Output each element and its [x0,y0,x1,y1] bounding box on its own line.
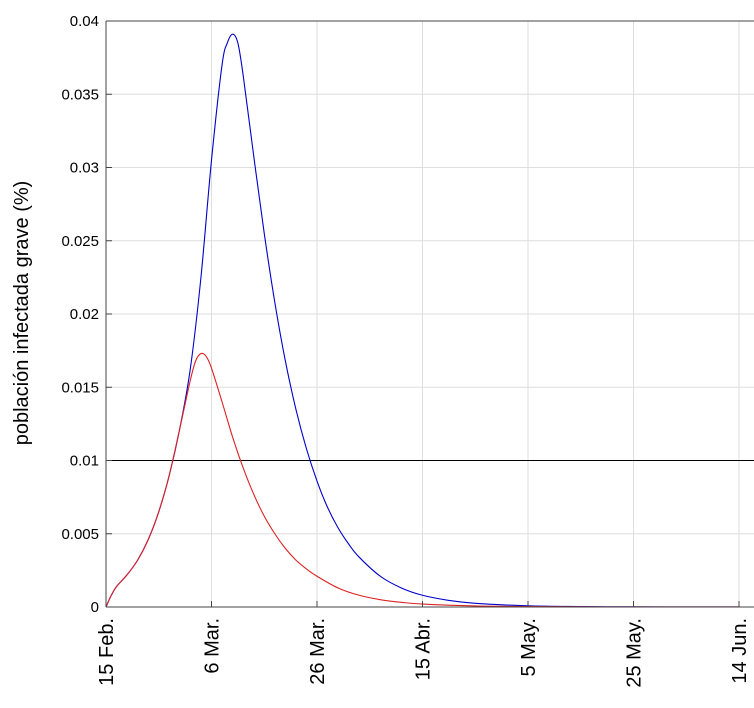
x-tick-label: 15 Feb. [96,618,118,686]
x-tick-label: 25 May. [624,618,646,688]
y-tick-labels: 0 0.005 0.01 0.015 0.02 0.025 0.03 0.035 0.04 [61,13,99,616]
y-tick-label: 0.04 [70,13,99,30]
x-tick-label: 5 May. [518,618,540,677]
y-tick-label: 0.03 [70,160,99,177]
series-line-red [105,352,740,608]
y-tick-label: 0.005 [61,526,99,543]
y-tick-label: 0 [91,599,99,616]
grid-lines [106,20,754,607]
y-tick-label: 0.01 [70,453,99,470]
x-tick-label: 14 Jun. [729,618,751,684]
axes [105,20,754,608]
x-tick-label: 26 Mar. [307,618,329,685]
y-axis-label: población infectada grave (%) [11,181,33,446]
y-tick-label: 0.02 [70,306,99,323]
y-tick-label: 0.015 [61,379,99,396]
y-tick-label: 0.035 [61,86,99,103]
series-layer [105,33,740,608]
y-tick-label: 0.025 [61,233,99,250]
x-tick-label: 15 Abr. [413,618,435,680]
x-tick-label: 6 Mar. [202,618,224,674]
x-tick-labels: 15 Feb. 6 Mar. 26 Mar. 15 Abr. 5 May. 25 May.… [96,618,751,688]
